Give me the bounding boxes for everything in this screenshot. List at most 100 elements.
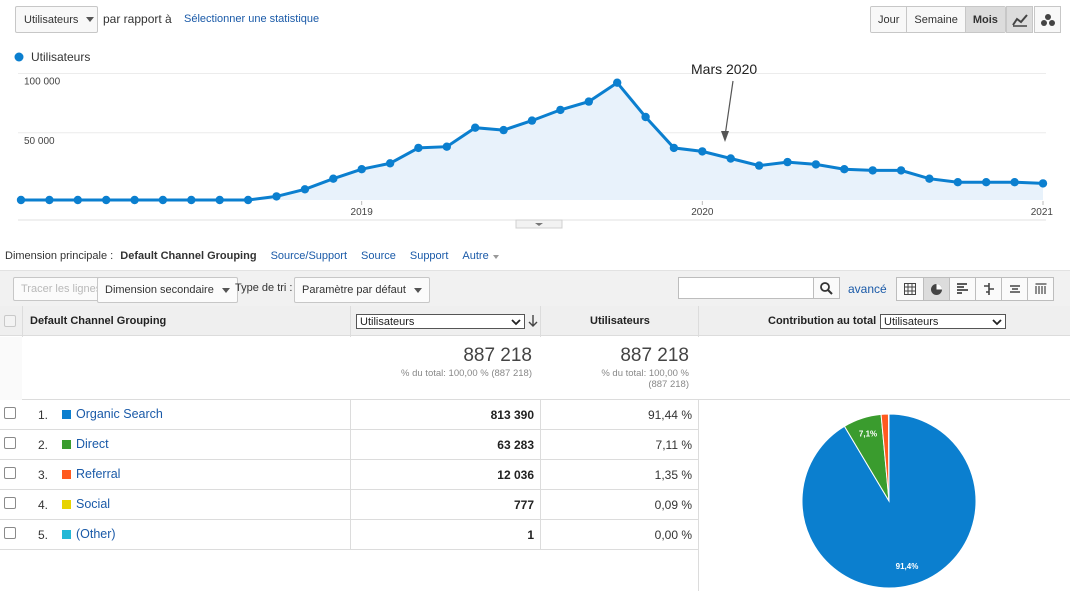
data-point[interactable] bbox=[102, 195, 111, 205]
data-point[interactable] bbox=[158, 195, 168, 205]
dim-source[interactable]: Source bbox=[361, 250, 396, 262]
row-users-percent: 7,11 % bbox=[655, 438, 692, 452]
data-point[interactable] bbox=[272, 192, 281, 201]
chevron-down-icon bbox=[413, 287, 422, 293]
data-point[interactable] bbox=[1010, 178, 1019, 187]
primary-dimension-label: Dimension principale : Default Channel G… bbox=[5, 250, 257, 262]
search-button[interactable] bbox=[813, 277, 840, 299]
row-checkbox[interactable] bbox=[4, 467, 16, 479]
data-point[interactable] bbox=[840, 165, 849, 174]
row-checkbox[interactable] bbox=[4, 497, 16, 509]
data-point[interactable] bbox=[613, 78, 622, 87]
data-point[interactable] bbox=[73, 195, 83, 205]
select-stat-link[interactable]: Sélectionner une statistique bbox=[184, 13, 320, 25]
plot-rows-button[interactable]: Tracer les lignes bbox=[13, 277, 110, 301]
data-point[interactable] bbox=[868, 166, 877, 175]
col-metric-select[interactable]: Utilisateurs bbox=[356, 314, 525, 329]
view-comparison-button[interactable] bbox=[975, 278, 1001, 300]
period-month-button[interactable]: Mois bbox=[964, 7, 1005, 32]
row-users-value: 1 bbox=[527, 528, 534, 542]
col-header-metric[interactable]: Utilisateurs bbox=[590, 315, 650, 327]
table-view-switcher bbox=[896, 277, 1054, 301]
view-data-button[interactable] bbox=[897, 278, 923, 300]
line-chart-button[interactable] bbox=[1006, 6, 1033, 33]
row-channel-link[interactable]: Direct bbox=[76, 437, 109, 451]
sort-arrow-icon[interactable] bbox=[528, 315, 538, 327]
data-point[interactable] bbox=[811, 160, 821, 169]
comparison-icon bbox=[983, 283, 994, 295]
data-point[interactable] bbox=[499, 125, 508, 135]
data-point[interactable] bbox=[783, 157, 792, 167]
legend-swatch bbox=[14, 52, 24, 62]
row-color-swatch bbox=[62, 410, 71, 419]
period-week-button[interactable]: Semaine bbox=[906, 7, 965, 32]
data-point[interactable] bbox=[357, 165, 366, 174]
metric-select[interactable]: Utilisateurs bbox=[15, 6, 98, 33]
row-channel-link[interactable]: (Other) bbox=[76, 527, 116, 541]
data-point[interactable] bbox=[471, 123, 480, 132]
data-point[interactable] bbox=[896, 166, 906, 175]
data-point[interactable] bbox=[726, 154, 735, 163]
data-point[interactable] bbox=[925, 174, 934, 183]
data-point[interactable] bbox=[698, 147, 707, 156]
sort-type-select[interactable]: Paramètre par défaut bbox=[294, 277, 430, 303]
contribution-pie-chart: 91,4% 7,1% bbox=[801, 413, 977, 589]
dim-medium[interactable]: Support bbox=[409, 250, 449, 262]
totals-row bbox=[0, 337, 1070, 400]
bar-list-icon bbox=[956, 283, 968, 294]
advanced-filter-link[interactable]: avancé bbox=[848, 282, 887, 296]
col-header-dimension[interactable]: Default Channel Grouping bbox=[30, 315, 167, 327]
pie-slice-label: 7,1% bbox=[859, 429, 877, 438]
row-channel-link[interactable]: Referral bbox=[76, 467, 121, 481]
data-point[interactable] bbox=[1038, 179, 1048, 188]
data-point[interactable] bbox=[584, 97, 593, 106]
data-point[interactable] bbox=[130, 195, 139, 205]
line-chart-icon bbox=[1011, 13, 1028, 27]
total-users-count-2: (887 218) bbox=[648, 379, 689, 390]
data-point[interactable] bbox=[556, 105, 565, 115]
row-checkbox[interactable] bbox=[4, 407, 16, 419]
table-row: 1. Organic Search 813 390 91,44 % bbox=[0, 400, 698, 430]
table-search-input[interactable] bbox=[678, 277, 814, 299]
contribution-select-value: Utilisateurs bbox=[884, 315, 939, 328]
select-all-checkbox[interactable] bbox=[4, 315, 16, 327]
dimension-active[interactable]: Default Channel Grouping bbox=[120, 250, 257, 262]
data-point[interactable] bbox=[982, 178, 991, 187]
row-users-value: 813 390 bbox=[490, 408, 534, 422]
total-users-share-2: % du total: 100,00 % bbox=[601, 368, 689, 379]
row-channel-link[interactable]: Social bbox=[76, 497, 111, 511]
row-checkbox[interactable] bbox=[4, 437, 16, 449]
data-point[interactable] bbox=[442, 142, 451, 151]
data-point[interactable] bbox=[953, 178, 962, 187]
row-channel-link[interactable]: Organic Search bbox=[76, 407, 163, 421]
sort-type-value: Paramètre par défaut bbox=[302, 284, 406, 296]
view-term-cloud-button[interactable] bbox=[1001, 278, 1027, 300]
view-percentage-button[interactable] bbox=[923, 278, 949, 300]
data-point[interactable] bbox=[45, 195, 54, 205]
period-day-button[interactable]: Jour bbox=[871, 7, 907, 32]
data-point[interactable] bbox=[329, 174, 338, 183]
contribution-metric-select[interactable]: Utilisateurs bbox=[880, 314, 1006, 329]
data-point[interactable] bbox=[385, 159, 395, 168]
data-point[interactable] bbox=[527, 116, 537, 125]
row-index: 1. bbox=[38, 408, 49, 422]
view-performance-button[interactable] bbox=[949, 278, 975, 300]
data-point[interactable] bbox=[754, 161, 764, 170]
dim-other[interactable]: Autre bbox=[462, 250, 499, 262]
data-point[interactable] bbox=[641, 112, 650, 122]
data-point[interactable] bbox=[187, 195, 196, 205]
data-point[interactable] bbox=[300, 185, 310, 194]
dim-source-medium[interactable]: Source/Support bbox=[270, 250, 347, 262]
data-point[interactable] bbox=[414, 143, 423, 153]
data-point[interactable] bbox=[16, 195, 26, 205]
row-checkbox[interactable] bbox=[4, 527, 16, 539]
view-pivot-button[interactable] bbox=[1027, 278, 1053, 300]
data-point[interactable] bbox=[243, 195, 253, 205]
data-point[interactable] bbox=[669, 143, 679, 153]
motion-chart-button[interactable] bbox=[1034, 6, 1061, 33]
data-point[interactable] bbox=[215, 195, 224, 205]
x-tick-label: 2021 bbox=[1031, 207, 1054, 218]
period-switcher: Jour Semaine Mois bbox=[870, 6, 1006, 33]
secondary-dimension-select[interactable]: Dimension secondaire bbox=[97, 277, 238, 303]
table-row: 5. (Other) 1 0,00 % bbox=[0, 520, 698, 550]
